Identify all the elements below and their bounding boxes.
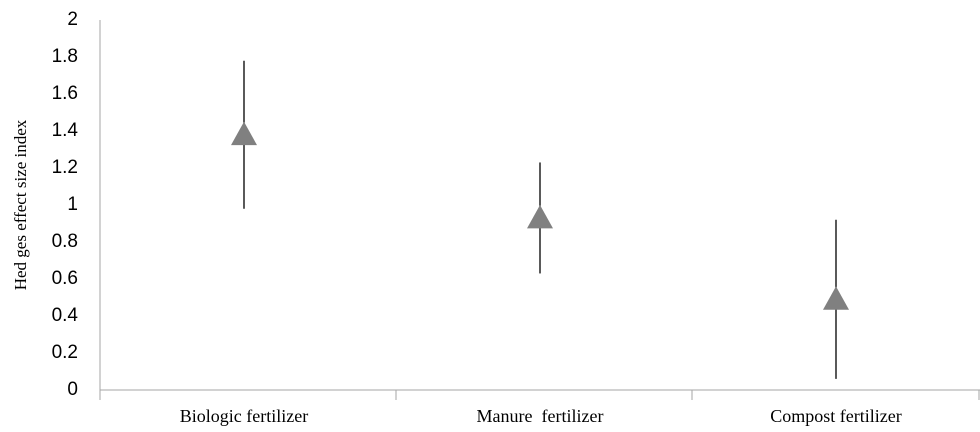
y-tick-label: 1.6 bbox=[52, 83, 78, 104]
x-tick-label: Compost fertilizer bbox=[770, 406, 901, 426]
y-tick-label: 0.2 bbox=[52, 342, 78, 363]
y-tick-label: 2 bbox=[67, 9, 78, 30]
y-tick-label: 0 bbox=[67, 379, 78, 400]
y-tick-label: 1.2 bbox=[52, 157, 78, 178]
y-tick-label: 1.4 bbox=[52, 120, 79, 141]
y-axis-label: Hed ges effect size index bbox=[11, 119, 30, 290]
y-tick-label: 0.6 bbox=[52, 268, 78, 289]
point bbox=[823, 286, 849, 310]
x-tick-label: Manure fertilizer bbox=[477, 406, 604, 426]
y-tick-label: 0.8 bbox=[52, 231, 78, 252]
y-tick-label: 1.8 bbox=[52, 46, 78, 67]
y-tick-label: 1 bbox=[67, 194, 78, 215]
point bbox=[231, 121, 257, 146]
point bbox=[527, 204, 553, 229]
y-tick-label: 0.4 bbox=[52, 305, 79, 326]
x-tick-label: Biologic fertilizer bbox=[180, 406, 308, 426]
